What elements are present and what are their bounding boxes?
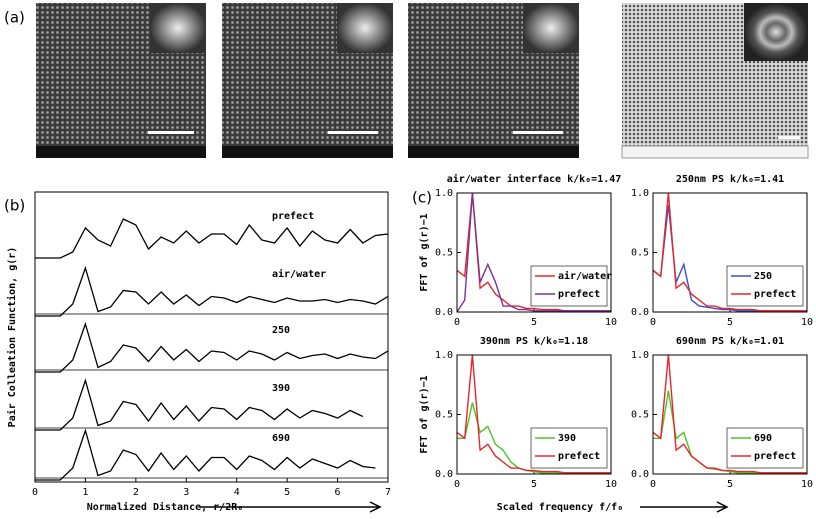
- curve: [35, 428, 376, 481]
- arrow: [640, 501, 729, 513]
- x-tick-label: 10: [801, 317, 813, 328]
- curve: [652, 354, 807, 474]
- y-tick-label: 0.0: [631, 307, 649, 318]
- legend-label: prefect: [558, 451, 600, 462]
- y-tick-label: 0.0: [631, 469, 649, 480]
- chart-title: 250nm PS k/k₀=1.41: [676, 174, 784, 185]
- curve-label: prefect: [272, 211, 314, 222]
- chart-title: air/water interface k/k₀=1.47: [447, 173, 622, 185]
- panel-label: (c): [412, 189, 432, 207]
- panel-label: (b): [4, 197, 25, 215]
- y-axis-label: FFT of g(r)−1: [419, 213, 430, 291]
- y-tick-label: 0.5: [631, 410, 649, 421]
- plot-frame: [456, 192, 612, 313]
- info-bar: [408, 146, 579, 158]
- y-axis-label: FFT of g(r)−1: [419, 375, 430, 453]
- panel-label: (a): [4, 9, 25, 27]
- x-tick-label: 0: [454, 317, 460, 328]
- y-tick-label: 0.0: [435, 307, 453, 318]
- y-tick-label: 1.0: [631, 350, 649, 361]
- legend-label: 250: [754, 271, 772, 282]
- chart-title: 390nm PS k/k₀=1.18: [480, 336, 588, 347]
- arrow: [200, 501, 382, 513]
- curve-label: 250: [272, 325, 290, 336]
- x-tick-label: 0: [650, 479, 656, 490]
- curve: [652, 192, 807, 312]
- info-bar: [222, 146, 393, 158]
- x-axis-label: Scaled frequency f/f₀: [497, 502, 623, 513]
- plots: 0 1 2 3 4 5 6 7 Normalized Distance, r/2R₀ Pair C…: [6, 173, 813, 513]
- curve-label: air/water: [272, 268, 326, 280]
- x-tick-label: 1: [82, 487, 88, 498]
- x-tick-label: 3: [183, 487, 189, 498]
- legend-box: [726, 265, 804, 307]
- y-tick-label: 1.0: [435, 350, 453, 361]
- curve: [35, 321, 389, 373]
- y-tick-label: 1.0: [631, 188, 649, 199]
- x-tick-label: 5: [284, 487, 290, 498]
- chart-title: 690nm PS k/k₀=1.01: [676, 336, 784, 347]
- fft-inset: [523, 3, 579, 53]
- curve: [35, 218, 389, 259]
- curve: [35, 378, 364, 431]
- plot-frame: [34, 191, 389, 483]
- sem-images: [36, 3, 809, 159]
- x-tick-label: 4: [234, 487, 240, 498]
- scale-bar: [148, 131, 194, 134]
- legend-label: prefect: [754, 451, 796, 462]
- plot-frame: [652, 192, 808, 313]
- curve-label: 390: [272, 383, 290, 394]
- y-tick-label: 1.0: [435, 188, 453, 199]
- legend-box: [530, 265, 608, 307]
- x-tick-label: 0: [454, 479, 460, 490]
- scale-bar: [778, 136, 800, 139]
- legend-label: air/water: [558, 270, 612, 282]
- x-tick-label: 6: [335, 487, 341, 498]
- y-tick-label: 0.5: [435, 248, 453, 259]
- y-tick-label: 0.0: [435, 469, 453, 480]
- legend-label: 690: [754, 433, 772, 444]
- curve: [456, 354, 611, 474]
- y-axis-label: Pair Colleation Function, g(r): [6, 247, 18, 428]
- curve-label: 690: [272, 433, 290, 444]
- legend-label: 390: [558, 433, 576, 444]
- x-tick-label: 5: [531, 317, 537, 328]
- plot-frame: [456, 354, 612, 475]
- legend-label: prefect: [754, 289, 796, 300]
- legend-box: [726, 427, 804, 469]
- info-bar: [36, 146, 206, 158]
- x-axis-label: Normalized Distance, r/2R₀: [87, 501, 244, 513]
- fft-inset: [744, 3, 808, 61]
- x-tick-label: 5: [531, 479, 537, 490]
- x-tick-label: 0: [32, 487, 38, 498]
- scale-bar: [328, 131, 378, 134]
- x-tick-label: 5: [727, 317, 733, 328]
- x-tick-label: 10: [605, 317, 617, 328]
- y-tick-label: 0.5: [435, 410, 453, 421]
- y-tick-label: 0.5: [631, 248, 649, 259]
- legend-label: prefect: [558, 289, 600, 300]
- x-tick-label: 7: [385, 487, 391, 498]
- x-tick-label: 2: [133, 487, 139, 498]
- curve: [456, 192, 611, 313]
- plot-frame: [652, 354, 808, 475]
- legend-box: [530, 427, 608, 469]
- scale-bar: [513, 131, 563, 134]
- fft-inset: [150, 3, 206, 53]
- curve: [35, 265, 389, 317]
- info-bar: [621, 145, 809, 159]
- x-tick-label: 10: [605, 479, 617, 490]
- fft-inset: [337, 3, 393, 53]
- x-tick-label: 0: [650, 317, 656, 328]
- x-tick-label: 5: [727, 479, 733, 490]
- x-tick-label: 10: [801, 479, 813, 490]
